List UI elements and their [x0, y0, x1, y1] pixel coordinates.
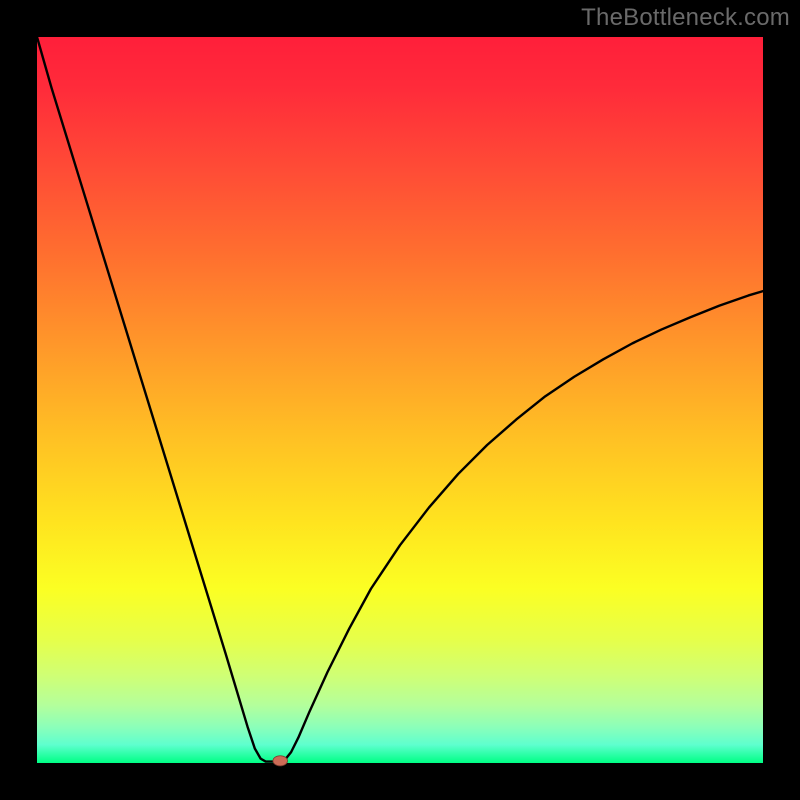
watermark-text: TheBottleneck.com	[581, 4, 790, 32]
bottleneck-chart	[0, 0, 800, 800]
optimal-marker	[273, 756, 288, 766]
chart-container: TheBottleneck.com	[0, 0, 800, 800]
plot-area-rect	[37, 37, 763, 763]
